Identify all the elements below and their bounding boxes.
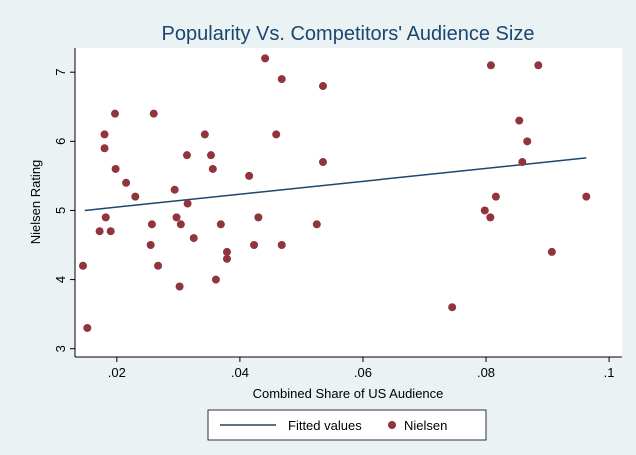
point [170, 185, 179, 194]
point [146, 241, 155, 250]
point [189, 234, 198, 243]
point [182, 151, 191, 160]
point [518, 158, 527, 167]
point [547, 247, 556, 256]
point [486, 213, 495, 222]
x-axis-label: Combined Share of US Audience [253, 386, 444, 401]
point [312, 220, 321, 229]
point [222, 254, 231, 263]
point [534, 61, 543, 70]
point [200, 130, 209, 139]
legend-swatch [388, 421, 396, 429]
point [83, 323, 92, 332]
point [111, 164, 120, 173]
point [149, 109, 158, 118]
point [216, 220, 225, 229]
point [448, 303, 457, 312]
y-tick-label: 7 [53, 69, 68, 76]
x-tick-label: .04 [231, 365, 249, 380]
point [110, 109, 119, 118]
point [523, 137, 532, 146]
x-tick-label: .1 [604, 365, 615, 380]
point [318, 82, 327, 91]
point [515, 116, 524, 125]
point [95, 227, 104, 236]
point [272, 130, 281, 139]
point [250, 241, 259, 250]
point [206, 151, 215, 160]
y-axis-label: Nielsen Rating [28, 160, 43, 245]
x-tick-label: .08 [477, 365, 495, 380]
y-tick-label: 5 [53, 207, 68, 214]
point [277, 75, 286, 84]
point [261, 54, 270, 63]
y-tick-label: 4 [53, 276, 68, 283]
point [78, 261, 87, 270]
point [222, 247, 231, 256]
x-tick-label: .02 [108, 365, 126, 380]
point [131, 192, 140, 201]
point [172, 213, 181, 222]
point [106, 227, 115, 236]
chart-title: Popularity Vs. Competitors' Audience Siz… [162, 23, 535, 45]
fitted-line [84, 157, 587, 212]
point [245, 171, 254, 180]
point [154, 261, 163, 270]
point [582, 192, 591, 201]
point [491, 192, 500, 201]
point [176, 220, 185, 229]
point [183, 199, 192, 208]
point [486, 61, 495, 70]
legend-label: Fitted values [288, 418, 362, 433]
y-tick-label: 3 [53, 345, 68, 352]
point [100, 144, 109, 153]
point [318, 158, 327, 167]
point [101, 213, 110, 222]
x-tick-label: .06 [354, 365, 372, 380]
point [277, 241, 286, 250]
point [147, 220, 156, 229]
point [122, 178, 131, 187]
point [100, 130, 109, 139]
y-tick-label: 6 [53, 138, 68, 145]
point [208, 164, 217, 173]
point [480, 206, 489, 215]
point [254, 213, 263, 222]
point [175, 282, 184, 291]
legend-label: Nielsen [404, 418, 447, 433]
point [211, 275, 220, 284]
